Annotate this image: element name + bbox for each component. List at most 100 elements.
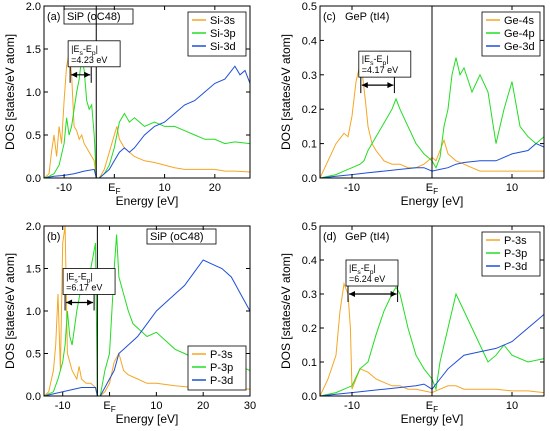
legend-label: Si-3p [210,28,236,40]
legend-label: Si-3d [210,41,236,53]
gap-annotation: |Es​-Ep​|=4.23 eV [67,40,121,83]
gap-label-box [345,259,399,287]
y-tick-label: 0.0 [26,391,41,403]
gap-value: =6.24 eV [349,274,385,284]
panel-b: -10 EF​ 10 20 30 0.0 0.5 1.0 1.5 2.0 Energy [eV] DO… [3,221,256,426]
x-tick-label: EF​ [426,400,438,414]
gap-value: =6.17 eV [66,283,102,293]
y-axis-label: DOS [states/eV atom] [3,34,17,150]
y-tick-label: 0.0 [302,391,317,403]
legend-label: P-3p [210,362,233,374]
panel-d: -10 EF​ 10 0.0 0.1 0.2 0.3 0.4 0.5 Energy [eV] DOS… [279,221,545,426]
x-tick-label: 20 [197,400,209,412]
y-tick-label: 0.5 [302,1,317,13]
series-line-p-3d [320,314,544,396]
y-axis-label: DOS [states/eV atom] [279,253,293,369]
title-box [146,228,217,245]
legend-label: Ge-4s [504,15,534,27]
title-box [63,8,134,25]
series-group [320,57,544,178]
x-tick-label: 10 [158,182,170,194]
gap-annotation: |Es​-Ep​|=4.17 eV [358,50,412,94]
x-tick-label: 30 [244,400,256,412]
x-tick-label: -10 [344,400,360,412]
x-tick-label: -10 [344,182,360,194]
gap-label: |Es​-Ep​| [66,272,93,285]
chart-title: GeP (tI4) [345,11,389,23]
y-tick-label: 1.0 [26,306,41,318]
gap-label-box [62,268,116,295]
legend-label: P-3s [210,349,233,361]
legend-label: P-3p [504,248,527,260]
x-axis-label: Energy [eV] [401,194,464,208]
panel-label: (b) [47,231,60,243]
gap-arrowhead-left [71,71,78,78]
y-tick-label: 1.5 [26,264,41,276]
y-tick-label: 0.4 [302,35,317,47]
series-group [44,53,250,178]
gap-arrowhead-left [361,82,368,89]
gap-value: =4.17 eV [362,65,398,75]
x-tick-label: -10 [55,400,71,412]
x-tick-label: 10 [506,400,518,412]
x-axis-label: Energy [eV] [116,194,179,208]
y-tick-label: 0.5 [26,349,41,361]
y-tick-label: 0.5 [302,221,317,233]
x-tick-label: -10 [56,182,72,194]
y-tick-label: 0.0 [26,173,41,185]
y-axis-label: DOS [states/eV atom] [279,34,293,150]
x-tick-label: EF​ [108,182,120,196]
gap-label-box [67,40,121,68]
legend: P-3sP-3pP-3d [187,345,247,391]
y-axis-label: DOS [states/eV atom] [3,253,17,369]
panel-c: -10 EF​ 10 0.0 0.1 0.2 0.3 0.4 0.5 Energy [eV] DOS… [279,1,545,208]
gap-arrowhead-right [390,291,397,297]
legend: P-3sP-3pP-3d [481,231,541,277]
series-line-p-3s [44,226,250,396]
legend-label: Ge-4p [504,28,535,40]
series-line-p-3s [320,281,544,396]
y-tick-label: 0.5 [26,130,41,142]
gap-label: |Es​-Ep​| [349,263,376,276]
y-tick-label: 0.4 [302,255,317,267]
gap-label: |Es​-Ep​| [71,44,98,57]
legend-label: P-3d [210,375,233,387]
x-tick-label: 10 [506,182,518,194]
x-tick-label: 20 [209,182,221,194]
panel-label: (a) [47,11,60,23]
legend-label: P-3d [504,261,527,273]
legend-label: P-3s [504,235,527,247]
series-line-si-3d [44,65,250,178]
x-tick-label: EF​ [103,400,115,414]
legend-label: Ge-3d [504,41,535,53]
series-line-p-3d [44,259,250,396]
gap-arrowhead-right [84,71,91,78]
gap-arrowhead-left [66,299,73,306]
series-line-si-3s [44,53,250,178]
gap-annotation: |Es​-Ep​|=6.17 eV [62,268,116,311]
chart-title: SiP (oC48) [150,231,204,243]
x-axis-label: Energy [eV] [116,412,179,426]
gap-arrowhead-right [387,82,394,89]
x-axis-label: Energy [eV] [401,412,464,426]
series-line-ge-4p [320,57,544,178]
series-line-ge-4s [320,64,544,178]
panel-a: -10 EF​ 10 20 0.0 0.5 1.0 1.5 2.0 Energy [eV] DOS … [3,1,251,208]
gap-value: =4.23 eV [71,55,107,65]
gap-arrowhead-left [349,291,355,297]
panel-label: (d) [323,231,336,243]
y-tick-label: 0.1 [302,139,317,151]
y-tick-label: 1.0 [26,87,41,99]
gap-label: |Es​-Ep​| [362,54,389,67]
y-tick-label: 0.3 [302,289,317,301]
chart-title: GeP (tI4) [345,231,389,243]
chart-title: SiP (oC48) [67,11,121,23]
y-tick-label: 0.3 [302,70,317,82]
gap-arrowhead-right [87,299,94,306]
gap-label-box [358,50,412,78]
legend-label: Si-3s [210,15,236,27]
x-tick-label: 10 [150,400,162,412]
x-tick-label: EF​ [426,182,438,196]
